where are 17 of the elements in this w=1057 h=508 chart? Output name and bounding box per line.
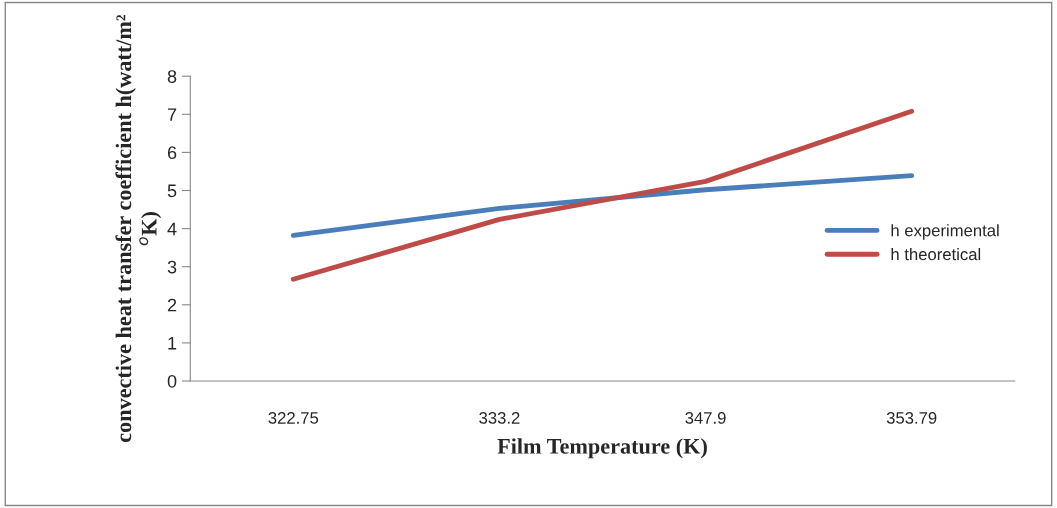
y-tick-label: 6 bbox=[167, 146, 177, 160]
x-tick-label: 353.79 bbox=[886, 412, 937, 424]
legend-label: h experimental bbox=[891, 224, 999, 240]
y-tick-label: 5 bbox=[167, 184, 177, 198]
y-tick-label: 2 bbox=[167, 298, 177, 312]
x-axis-title: Film Temperature (K) bbox=[497, 438, 707, 459]
y-tick-label: 3 bbox=[167, 260, 177, 274]
x-tick-label: 333.2 bbox=[479, 412, 520, 424]
y-axis-title: convective heat transfer coefficient h(watt/m² $^{o}$K) bbox=[115, 14, 162, 443]
y-tick-label: 1 bbox=[168, 337, 177, 350]
y-tick-label: 7 bbox=[167, 108, 177, 121]
y-tick-label: 8 bbox=[167, 70, 177, 83]
y-tick-label: 0 bbox=[167, 374, 177, 388]
x-tick-label: 347.9 bbox=[685, 412, 726, 424]
legend-label: h theoretical bbox=[891, 248, 981, 261]
x-tick-label: 322.75 bbox=[268, 412, 319, 424]
y-tick-label: 4 bbox=[167, 222, 177, 236]
